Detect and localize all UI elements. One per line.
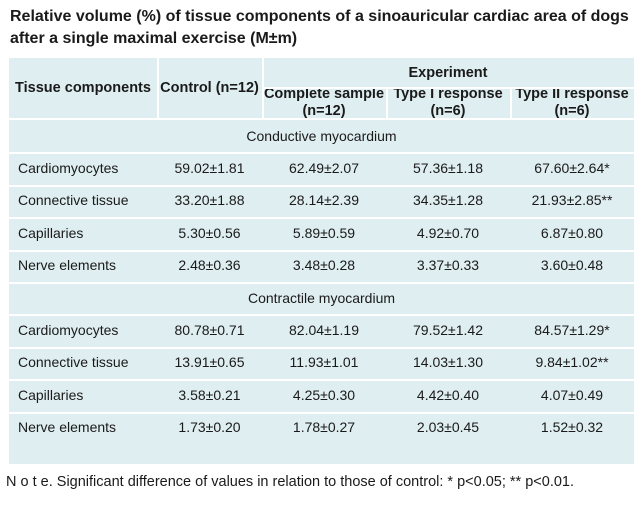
divider xyxy=(9,217,634,219)
divider xyxy=(9,152,634,154)
table-cell: 11.93±1.01 xyxy=(289,354,359,371)
row-label: Capillaries xyxy=(18,386,84,403)
table-cell: 28.14±2.39 xyxy=(289,192,359,209)
table-cell: 4.25±0.30 xyxy=(292,386,356,403)
table-cell: 3.60±0.48 xyxy=(540,257,604,274)
divider xyxy=(9,184,634,187)
table-cell: 34.35±1.28 xyxy=(413,192,483,209)
table-cell: 1.78±0.27 xyxy=(292,419,356,436)
divider xyxy=(9,118,634,120)
table-title: Relative volume (%) of tissue components… xyxy=(10,8,629,47)
table-cell: 6.87±0.80 xyxy=(540,224,604,241)
header-control: Control (n=12) xyxy=(160,79,259,96)
section-title: Contractile myocardium xyxy=(247,289,396,306)
divider xyxy=(9,282,634,284)
table-cell: 4.42±0.40 xyxy=(416,386,480,403)
table-cell: 80.78±0.71 xyxy=(174,321,245,338)
divider xyxy=(510,88,512,118)
table-cell: 9.84±1.02** xyxy=(535,354,609,371)
divider xyxy=(9,249,634,252)
table-cell: 3.58±0.21 xyxy=(178,386,241,403)
table-cell: 59.02±1.81 xyxy=(174,159,245,176)
row-label: Capillaries xyxy=(18,224,84,241)
table-cell: 1.52±0.32 xyxy=(540,419,604,436)
table-cell: 3.48±0.28 xyxy=(292,257,356,274)
row-label: Nerve elements xyxy=(18,257,117,274)
table-cell: 84.57±1.29* xyxy=(534,321,610,338)
table-cell: 4.07±0.49 xyxy=(540,386,604,403)
table-cell: 14.03±1.30 xyxy=(413,354,483,371)
header-type2-response: Type II response (n=6) xyxy=(515,86,629,119)
divider xyxy=(9,411,634,414)
divider xyxy=(9,314,634,316)
section-title: Conductive myocardium xyxy=(246,127,397,144)
row-label: Connective tissue xyxy=(18,192,129,209)
table-cell: 33.20±1.88 xyxy=(174,192,245,209)
divider xyxy=(9,346,634,349)
table-cell: 21.93±2.85** xyxy=(531,192,613,209)
table-cell: 4.92±0.70 xyxy=(416,224,480,241)
row-label: Connective tissue xyxy=(18,354,129,371)
header-experiment: Experiment xyxy=(408,64,488,81)
divider xyxy=(262,87,634,89)
header-type1-response: Type I response (n=6) xyxy=(393,86,503,119)
header-tissue-components: Tissue components xyxy=(15,79,151,96)
divider xyxy=(9,379,634,381)
table-cell: 57.36±1.18 xyxy=(413,159,483,176)
table-cell: 1.73±0.20 xyxy=(178,419,241,436)
table-cell: 3.37±0.33 xyxy=(416,257,480,274)
divider xyxy=(386,88,388,118)
row-label: Nerve elements xyxy=(18,419,117,436)
table-cell: 5.30±0.56 xyxy=(178,224,241,241)
table-cell: 82.04±1.19 xyxy=(289,321,359,338)
table-cell: 62.49±2.07 xyxy=(289,159,359,176)
table-cell: 67.60±2.64* xyxy=(534,159,610,176)
table-cell: 5.89±0.59 xyxy=(292,224,356,241)
row-label: Cardiomyocytes xyxy=(18,321,119,338)
row-label: Cardiomyocytes xyxy=(18,159,119,176)
table-cell: 2.03±0.45 xyxy=(416,419,480,436)
divider xyxy=(157,58,159,118)
table-cell: 2.48±0.36 xyxy=(178,257,241,274)
table-note: N o t e. Significant difference of value… xyxy=(6,474,575,490)
data-table: Tissue components Control (n=12) Experim… xyxy=(9,58,634,464)
table-cell: 13.91±0.65 xyxy=(174,354,245,371)
header-complete-sample: Complete sample (n=12) xyxy=(263,86,385,119)
table-cell: 79.52±1.42 xyxy=(413,321,483,338)
